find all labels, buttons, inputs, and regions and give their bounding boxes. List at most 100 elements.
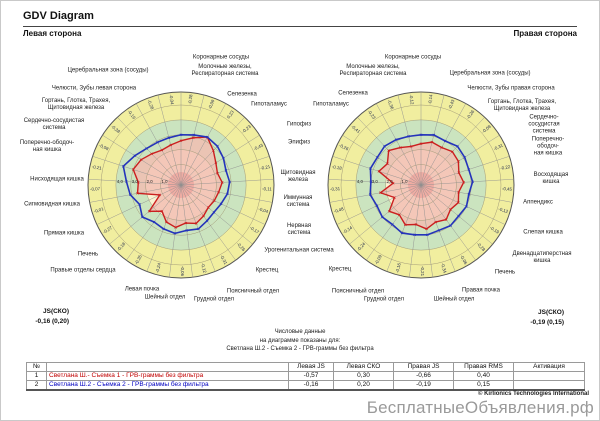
svg-text:-0,06: -0,06	[180, 266, 185, 277]
table-cell	[513, 371, 585, 381]
organ-label: Щитовидная железа	[280, 170, 316, 183]
svg-text:-0,38: -0,38	[110, 124, 121, 135]
svg-text:-0,26: -0,26	[465, 109, 475, 120]
table-row[interactable]: 2 Светлана Ш.2 - Съемка 2 - ГРВ-граммы бе…	[26, 380, 585, 391]
organ-label: Церебральная зона (сосуды)	[67, 67, 149, 74]
organ-label: Эпифиз	[288, 139, 310, 146]
table-cell	[513, 380, 585, 391]
left-side-heading: Левая сторона	[23, 29, 82, 38]
organ-label: Сердечно-сосудистая система	[528, 114, 560, 135]
svg-text:-0,48: -0,48	[333, 206, 345, 214]
caption-line1: Числовые данные	[274, 329, 326, 335]
table-cell: 1	[26, 371, 47, 381]
organ-label: Правая почка	[461, 287, 501, 294]
table-cell: 0,20	[333, 380, 394, 391]
series-name-cell: Светлана Ш.- Съемка 1 - ГРВ-граммы без ф…	[46, 371, 289, 381]
svg-text:-0,16: -0,16	[394, 262, 401, 273]
organ-label: Гортань, Глотка, Трахея, Щитовидная желе…	[41, 98, 111, 111]
title-rule	[23, 26, 577, 27]
organ-label: Восходящая кишка	[533, 172, 569, 185]
organ-label: Левая почка	[124, 286, 160, 293]
svg-text:-0,19: -0,19	[489, 225, 501, 235]
svg-text:-0,26: -0,26	[338, 143, 350, 152]
svg-text:-0,27: -0,27	[102, 225, 114, 235]
svg-text:2,0: 2,0	[387, 179, 394, 184]
svg-text:-0,36: -0,36	[387, 99, 396, 111]
svg-text:1,0: 1,0	[402, 179, 409, 184]
organ-label: Прямая кишка	[43, 230, 85, 237]
organ-label: Гипофиз	[287, 121, 311, 128]
organ-label: Селезенка	[338, 90, 368, 97]
copyright-text: © Kirlionics Technologies International	[478, 391, 589, 397]
svg-text:2,0: 2,0	[147, 179, 154, 184]
ring-scale-labels: 1,0 2,0 3,0 4,0	[117, 179, 168, 184]
svg-text:-0,11: -0,11	[262, 186, 273, 192]
organ-label: Правые отделы сердца	[50, 267, 116, 274]
sector-value-labels: -0,14 -0,43-0,26-0,08-0,31-0,22-0,45-0,12…	[330, 94, 513, 277]
series2-line	[368, 133, 474, 237]
sector-spokes	[328, 92, 514, 278]
svg-text:-0,28: -0,28	[147, 99, 156, 111]
right-jscko-value: -0,19 (0,15)	[530, 319, 564, 327]
svg-text:3,0: 3,0	[372, 179, 379, 184]
svg-text:-0,28: -0,28	[187, 94, 193, 105]
organ-label: Селезенка	[227, 91, 257, 98]
organ-label: Поясничный отдел	[226, 288, 280, 295]
svg-text:-0,12: -0,12	[200, 262, 207, 273]
svg-text:-0,23: -0,23	[367, 109, 377, 120]
table-cell: -0,66	[393, 371, 454, 381]
svg-text:-0,18: -0,18	[116, 241, 127, 252]
left-jscko-value: -0,16 (0,20)	[35, 318, 69, 326]
svg-text:-0,17: -0,17	[249, 225, 261, 235]
svg-text:-0,35: -0,35	[134, 254, 143, 266]
svg-text:-0,24: -0,24	[356, 241, 367, 252]
left-jscko-label: JS(СКО)	[43, 308, 69, 315]
ring-scale-labels: 1,0 2,0 3,0 4,0	[357, 179, 408, 184]
svg-text:-0,12: -0,12	[498, 206, 510, 214]
table-row[interactable]: 1 Светлана Ш.- Съемка 1 - ГРВ-граммы без …	[26, 371, 585, 381]
svg-text:-0,01: -0,01	[93, 206, 105, 214]
table-cell: -0,57	[288, 371, 334, 381]
left-gdv-diagram: -0,28 -0,09 0,23 -0,23-0,43 -0,21 -0,11 -0,04 -…	[87, 91, 275, 279]
organ-label: Печень	[77, 251, 99, 258]
svg-text:-0,18: -0,18	[331, 164, 342, 171]
table-header-cell: Левая JS	[288, 362, 334, 372]
scale-rings	[87, 91, 275, 279]
series1-line	[377, 140, 466, 231]
svg-text:-0,31: -0,31	[219, 254, 228, 266]
organ-label: Коронарные сосуды	[384, 54, 442, 61]
watermark-text: БесплатныеОбъявления.рф	[366, 398, 594, 417]
svg-text:-0,04: -0,04	[258, 206, 270, 214]
svg-text:-0,06: -0,06	[459, 254, 468, 266]
diagram-caption: Числовые данные на диаграмме показаны дл…	[1, 328, 599, 354]
right-gdv-diagram: -0,14 -0,43-0,26-0,08-0,31-0,22-0,45-0,12…	[327, 91, 515, 279]
table-header-cell: Левая СКО	[333, 362, 394, 372]
table-header-cell: Правая RMS	[453, 362, 514, 372]
organ-label: Нервная система	[286, 223, 312, 236]
svg-text:0,23: 0,23	[226, 109, 235, 119]
page-title: GDV Diagram	[23, 10, 94, 22]
svg-text:-0,07: -0,07	[90, 186, 101, 192]
organ-label: Аппендикс	[523, 199, 553, 206]
series-name-cell: Светлана Ш.2 - Съемка 2 - ГРВ-граммы без…	[46, 380, 289, 391]
svg-text:-0,34: -0,34	[440, 262, 447, 273]
svg-text:-0,08: -0,08	[481, 124, 492, 135]
organ-label: Крестец	[255, 267, 279, 274]
organ-label: Молочные железы, Респираторная система	[339, 64, 407, 77]
caption-line2: на диаграмме показаны для:	[259, 337, 341, 344]
organ-label: Грудной отдел	[193, 296, 235, 303]
organ-label: Шейный отдел	[433, 296, 475, 303]
svg-text:-0,12: -0,12	[409, 94, 415, 105]
organ-label: Коронарные сосуды	[192, 54, 250, 61]
right-side-heading: Правая сторона	[513, 29, 577, 38]
svg-text:4,0: 4,0	[357, 179, 364, 184]
sector-value-labels: -0,28 -0,09 0,23 -0,23-0,43 -0,21 -0,11 -0,04 -…	[90, 94, 273, 277]
table-header-cell: Правая JS	[393, 362, 454, 372]
organ-label: Крестец	[328, 266, 352, 273]
table-header-row: № Левая JS Левая СКО Правая JS Правая RMS Акт…	[26, 362, 585, 372]
table-cell: 0,15	[453, 380, 514, 391]
svg-text:-0,08: -0,08	[98, 143, 110, 152]
comparison-table: № Левая JS Левая СКО Правая JS Правая RMS Акт…	[26, 362, 585, 391]
svg-text:-0,21: -0,21	[420, 266, 425, 277]
